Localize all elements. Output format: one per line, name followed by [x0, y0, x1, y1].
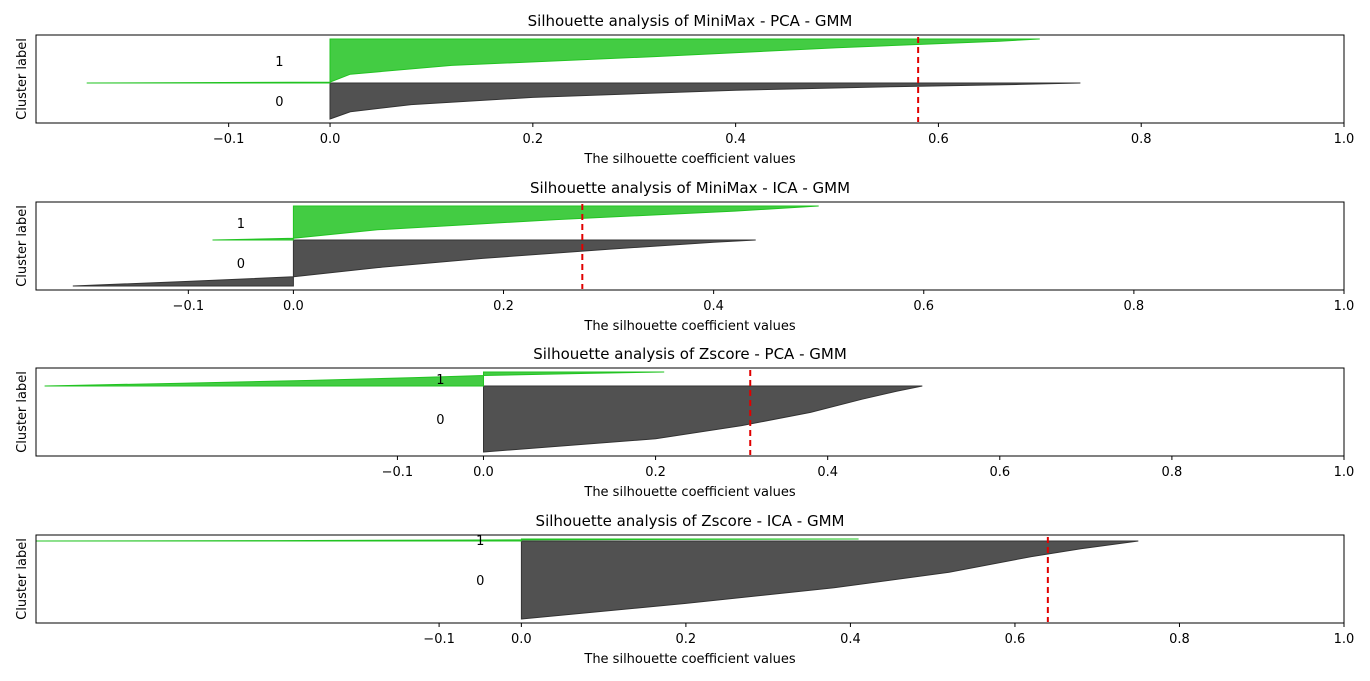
x-tick-label: 0.6: [913, 299, 934, 314]
cluster-label-1: 1: [237, 217, 245, 232]
cluster-1-silhouette: [212, 205, 819, 241]
x-tick-label: −0.1: [213, 132, 245, 147]
y-axis-label: Cluster label: [15, 38, 30, 120]
axes-frame: [35, 367, 1345, 457]
x-tick-label: 0.8: [1131, 132, 1152, 147]
cluster-label-0: 0: [275, 95, 283, 110]
x-tick-label: 0.8: [1124, 299, 1145, 314]
x-axis-label: The silhouette coefficient values: [583, 152, 795, 167]
x-tick-label: 0.0: [511, 632, 532, 647]
x-tick-label: 0.2: [645, 465, 666, 480]
x-tick-label: 0.8: [1169, 632, 1190, 647]
x-tick-label: 0.4: [703, 299, 724, 314]
x-tick-label: −0.1: [382, 465, 414, 480]
y-axis-label: Cluster label: [15, 371, 30, 453]
x-axis-label: The silhouette coefficient values: [583, 485, 795, 500]
chart-title: Silhouette analysis of MiniMax - PCA - G…: [528, 12, 853, 30]
cluster-1-silhouette: [86, 38, 1040, 84]
x-tick-label: 0.4: [840, 632, 861, 647]
cluster-label-0: 0: [237, 257, 245, 272]
cluster-0-silhouette: [329, 82, 1081, 120]
cluster-label-1: 1: [476, 534, 484, 549]
x-tick-label: 0.8: [1162, 465, 1183, 480]
cluster-0-silhouette: [72, 239, 756, 287]
silhouette-panel-2: Silhouette analysis of MiniMax - ICA - G…: [15, 179, 1354, 334]
silhouette-panel-3: Silhouette analysis of Zscore - PCA - GM…: [15, 345, 1354, 500]
x-tick-label: 1.0: [1334, 132, 1355, 147]
x-tick-label: 0.0: [283, 299, 304, 314]
x-tick-label: 0.2: [522, 132, 543, 147]
x-tick-label: 0.2: [676, 632, 697, 647]
x-axis-label: The silhouette coefficient values: [583, 652, 795, 667]
cluster-1-silhouette: [44, 371, 665, 387]
y-axis-label: Cluster label: [15, 205, 30, 287]
cluster-label-0: 0: [476, 574, 484, 589]
cluster-0-silhouette: [520, 540, 1139, 620]
cluster-0-silhouette: [483, 385, 923, 453]
cluster-label-1: 1: [436, 373, 444, 388]
x-tick-label: 0.2: [493, 299, 514, 314]
x-tick-label: 1.0: [1334, 299, 1355, 314]
x-tick-label: 1.0: [1334, 632, 1355, 647]
silhouette-panel-4: Silhouette analysis of Zscore - ICA - GM…: [15, 512, 1354, 667]
axes-frame: [35, 34, 1345, 124]
cluster-label-1: 1: [275, 55, 283, 70]
axes-frame: [35, 201, 1345, 291]
cluster-1-silhouette: [35, 538, 859, 542]
chart-title: Silhouette analysis of Zscore - PCA - GM…: [533, 345, 847, 363]
x-tick-label: 1.0: [1334, 465, 1355, 480]
silhouette-panel-1: Silhouette analysis of MiniMax - PCA - G…: [15, 12, 1354, 167]
x-tick-label: 0.4: [817, 465, 838, 480]
chart-title: Silhouette analysis of Zscore - ICA - GM…: [536, 512, 845, 530]
axes-frame: [35, 534, 1345, 624]
x-axis-label: The silhouette coefficient values: [583, 319, 795, 334]
y-axis-label: Cluster label: [15, 538, 30, 620]
x-tick-label: −0.1: [423, 632, 455, 647]
x-tick-label: 0.6: [928, 132, 949, 147]
x-tick-label: 0.6: [989, 465, 1010, 480]
chart-title: Silhouette analysis of MiniMax - ICA - G…: [530, 179, 850, 197]
x-tick-label: 0.0: [473, 465, 494, 480]
x-tick-label: −0.1: [173, 299, 205, 314]
cluster-label-0: 0: [436, 413, 444, 428]
x-tick-label: 0.0: [320, 132, 341, 147]
x-tick-label: 0.6: [1005, 632, 1026, 647]
x-tick-label: 0.4: [725, 132, 746, 147]
